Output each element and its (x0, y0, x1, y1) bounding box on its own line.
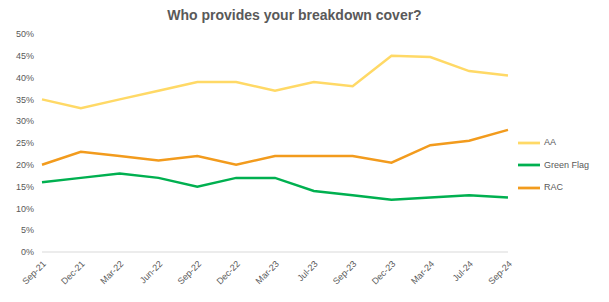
svg-text:Jul-23: Jul-23 (295, 259, 319, 283)
svg-text:45%: 45% (16, 51, 34, 61)
svg-text:Mar-22: Mar-22 (98, 259, 125, 286)
svg-text:Dec-22: Dec-22 (214, 259, 242, 287)
svg-text:Mar-23: Mar-23 (254, 259, 281, 286)
svg-text:5%: 5% (21, 225, 34, 235)
svg-text:35%: 35% (16, 95, 34, 105)
svg-text:Sep-24: Sep-24 (486, 259, 514, 287)
svg-text:0%: 0% (21, 247, 34, 257)
svg-text:Sep-23: Sep-23 (331, 259, 359, 287)
svg-text:Sep-22: Sep-22 (176, 259, 204, 287)
svg-text:15%: 15% (16, 182, 34, 192)
svg-text:Jun-22: Jun-22 (138, 259, 165, 286)
svg-text:40%: 40% (16, 73, 34, 83)
svg-text:20%: 20% (16, 160, 34, 170)
html-text:Green Flag: Green Flag (544, 159, 589, 170)
html-text:RAC: RAC (544, 182, 563, 193)
svg-text:25%: 25% (16, 138, 34, 148)
svg-text:50%: 50% (16, 30, 34, 39)
svg-text:Sep-21: Sep-21 (20, 259, 48, 287)
html-text:AA: AA (544, 137, 556, 148)
svg-text:Jul-24: Jul-24 (451, 259, 475, 283)
svg-text:10%: 10% (16, 204, 34, 214)
svg-text:Dec-23: Dec-23 (370, 259, 398, 287)
svg-text:Dec-21: Dec-21 (59, 259, 87, 287)
svg-text:Mar-24: Mar-24 (409, 259, 436, 286)
html-text:Who provides your breakdown co: Who provides your breakdown cover? (167, 7, 422, 23)
svg-text:30%: 30% (16, 116, 34, 126)
